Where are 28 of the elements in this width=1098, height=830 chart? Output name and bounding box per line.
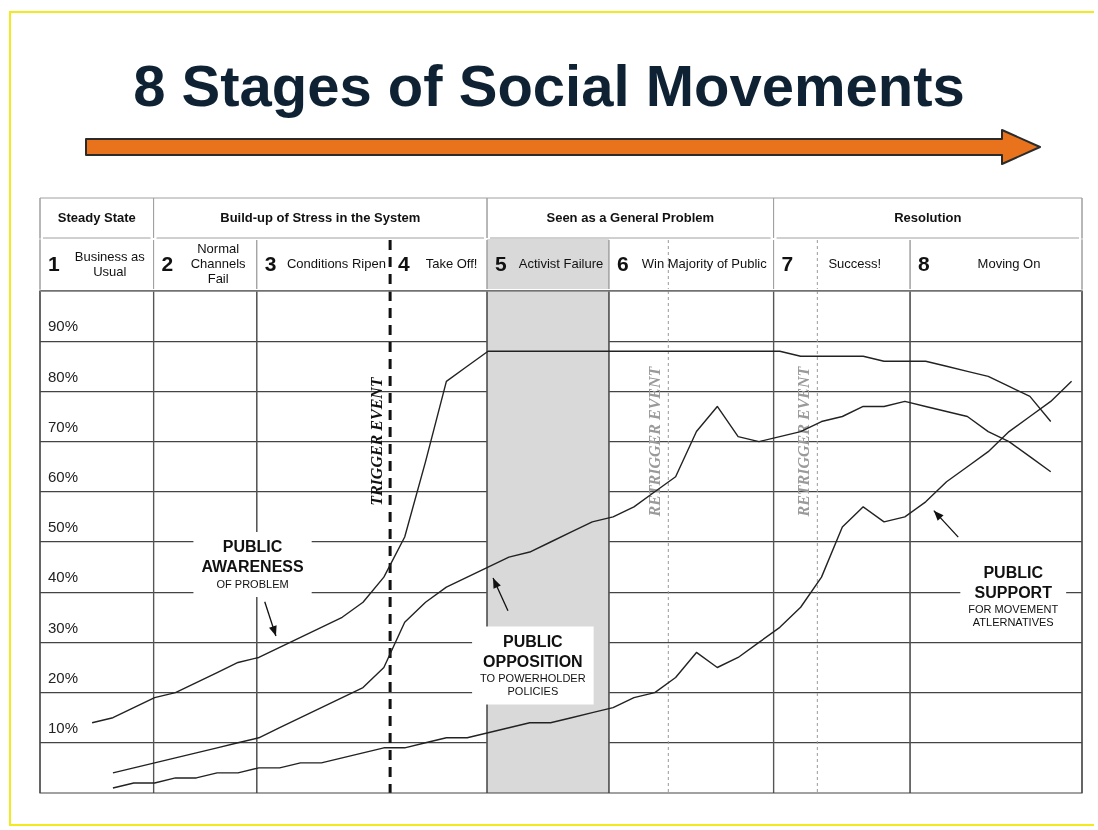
annotation: RETRIGGER EVENT <box>646 365 664 518</box>
text: 7 Success! <box>781 252 882 276</box>
y-tick-label: 10% <box>48 718 79 736</box>
y-tick-label: 90% <box>48 317 79 335</box>
y-tick-label: 50% <box>48 518 79 536</box>
annotation: PUBLIC AWARENESS OF PROBLEM <box>201 538 305 590</box>
annotation: RETRIGGER EVENT <box>795 365 813 518</box>
text: 8 Moving On <box>918 252 1041 276</box>
text: Resolution <box>894 209 962 225</box>
text: 6 Win Majority of Public <box>616 252 768 276</box>
annotation: PUBLIC SUPPORT FOR MOVEMENT ATLERNATIVES <box>968 564 1059 629</box>
text: Steady State <box>57 209 136 225</box>
text: 2 Normal Channels Fail <box>161 241 247 287</box>
y-tick-label: 20% <box>48 668 79 686</box>
text: Build-up of Stress in the System <box>220 209 421 225</box>
annotation: PUBLIC OPPOSITION TO POWERHOLDER POLICIES <box>480 632 586 698</box>
text: 4 Take Off! <box>398 252 478 276</box>
y-tick-label: 80% <box>48 367 79 385</box>
y-tick-label: 60% <box>48 467 79 485</box>
text: 5 Activist Failure <box>495 252 604 276</box>
text: Seen as a General Problem <box>546 209 715 225</box>
text: 3 Conditions Ripen <box>264 252 386 276</box>
text: 1 Business as Usual <box>48 248 146 279</box>
annotation: TRIGGER EVENT <box>368 376 386 506</box>
y-tick-label: 70% <box>48 417 79 435</box>
chart-title: 8 Stages of Social Movements <box>132 52 966 119</box>
y-tick-label: 30% <box>48 618 79 636</box>
y-tick-label: 40% <box>48 568 79 586</box>
